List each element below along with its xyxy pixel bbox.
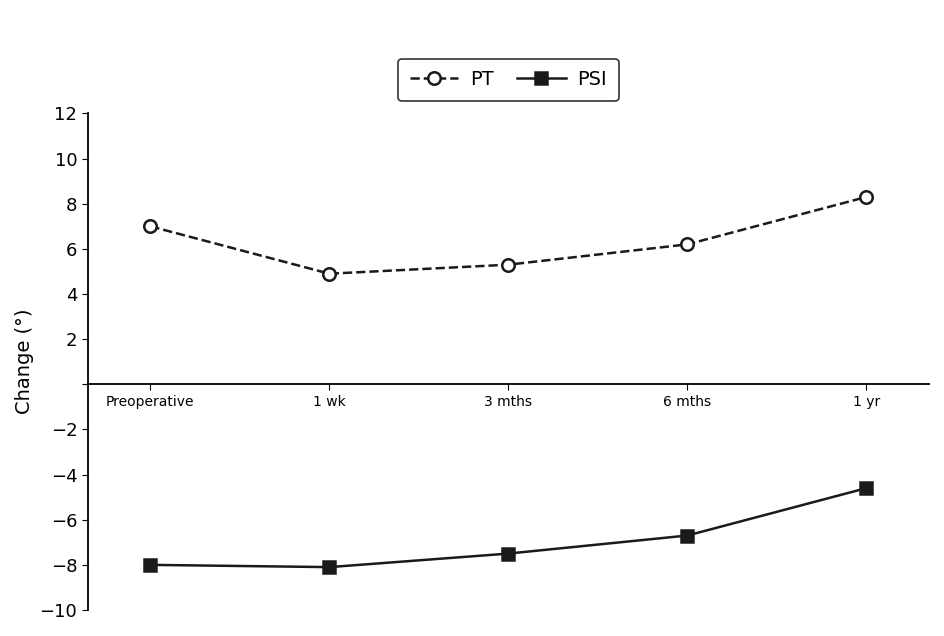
Y-axis label: Change (°): Change (°): [15, 309, 34, 415]
Legend: PT, PSI: PT, PSI: [398, 59, 618, 101]
